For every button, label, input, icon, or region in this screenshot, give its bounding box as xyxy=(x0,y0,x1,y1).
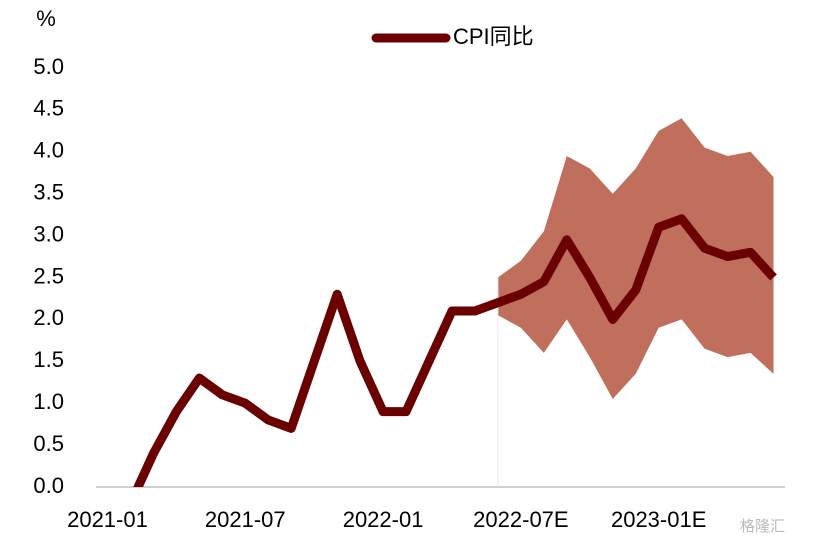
watermark: 格隆汇 xyxy=(740,518,785,535)
y-tick-label: 4.0 xyxy=(33,138,64,163)
legend-label: CPI同比 xyxy=(453,24,534,49)
x-tick-label: 2021-01 xyxy=(67,507,148,532)
x-tick-label: 2023-01E xyxy=(611,507,706,532)
y-tick-label: 4.5 xyxy=(33,96,64,121)
forecast-band xyxy=(497,118,774,400)
y-tick-label: 0.0 xyxy=(33,473,64,498)
y-tick-label: 1.0 xyxy=(33,389,64,414)
y-tick-label: 3.5 xyxy=(33,180,64,205)
y-tick-label: 3.0 xyxy=(33,221,64,246)
y-tick-label: 2.0 xyxy=(33,305,64,330)
x-tick-label: 2022-01 xyxy=(343,507,424,532)
x-tick-label: 2022-07E xyxy=(473,507,568,532)
y-tick-label: 0.5 xyxy=(33,431,64,456)
line xyxy=(133,214,777,487)
y-tick-label: 2.5 xyxy=(33,263,64,288)
y-tick-label: 5.0 xyxy=(33,54,64,79)
y-axis-label: % xyxy=(36,6,56,31)
y-tick-label: 1.5 xyxy=(33,347,64,372)
x-tick-label: 2021-07 xyxy=(205,507,286,532)
